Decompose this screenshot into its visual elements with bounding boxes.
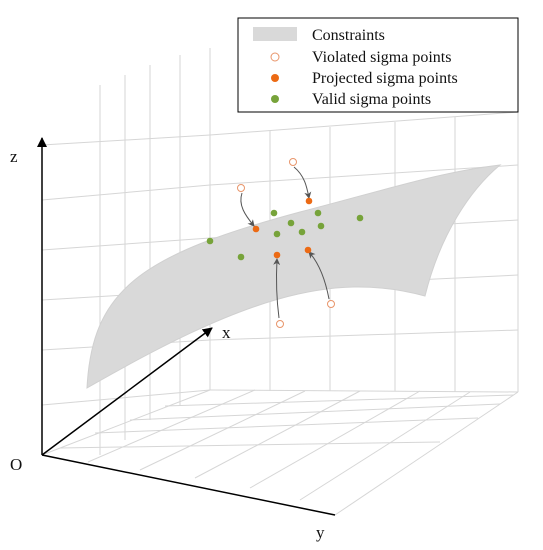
origin-label: O (10, 455, 22, 474)
axes: O z x y (10, 137, 336, 542)
valid-sigma-point (314, 209, 322, 217)
valid-sigma-point (317, 222, 325, 230)
valid-sigma-point (237, 253, 245, 261)
x-axis (41, 327, 213, 456)
valid-sigma-point (273, 230, 281, 238)
valid-points (206, 209, 364, 261)
projection-arrow (308, 251, 330, 300)
projection-arrow (293, 166, 312, 199)
projection-arrows (240, 166, 330, 319)
y-axis-label: y (316, 523, 325, 542)
valid-sigma-point (287, 219, 295, 227)
violated-points (237, 158, 335, 328)
legend-marker-valid (271, 95, 279, 103)
legend-marker-projected (271, 74, 279, 82)
violated-sigma-point (327, 300, 335, 308)
valid-sigma-point (270, 209, 278, 217)
projected-sigma-point (252, 225, 260, 233)
legend-marker-violated (270, 52, 280, 62)
violated-sigma-point (276, 320, 284, 328)
valid-sigma-point (206, 237, 214, 245)
valid-sigma-point (356, 214, 364, 222)
legend-label-violated: Violated sigma points (312, 49, 451, 66)
valid-sigma-point (298, 228, 306, 236)
projection-arrow (273, 258, 281, 319)
z-axis-label: z (10, 147, 18, 166)
violated-sigma-point (289, 158, 297, 166)
legend-label-constraints: Constraints (312, 27, 385, 44)
legend: Constraints Violated sigma points Projec… (237, 17, 519, 113)
projected-sigma-point (304, 246, 312, 254)
constraint-surface (86, 164, 502, 389)
violated-sigma-point (237, 184, 245, 192)
y-axis (41, 454, 336, 516)
projected-sigma-point (305, 197, 313, 205)
projection-arrow (240, 192, 255, 227)
projected-sigma-point (273, 251, 281, 259)
projected-points (252, 197, 313, 259)
legend-label-projected: Projected sigma points (312, 70, 458, 87)
x-axis-label: x (222, 323, 231, 342)
legend-swatch-constraints (253, 27, 297, 41)
legend-label-valid: Valid sigma points (312, 91, 431, 108)
